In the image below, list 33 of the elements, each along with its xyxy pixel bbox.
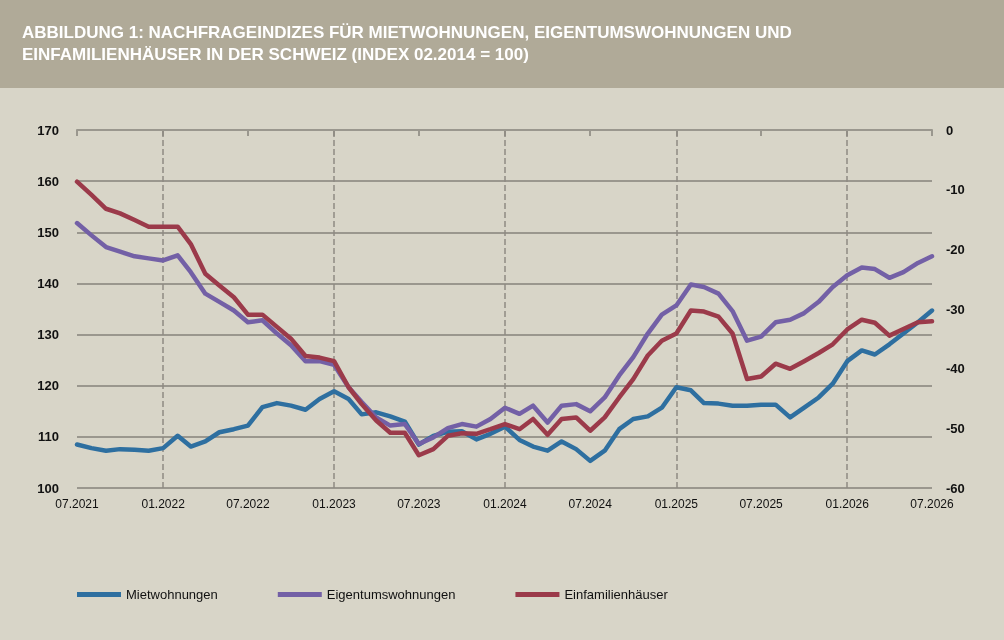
line-series (74, 308, 935, 464)
y2-tick-label: -10 (946, 182, 965, 198)
x-tick-label: 07.2025 (739, 497, 784, 511)
x-tick-label: 07.2023 (397, 497, 441, 511)
y2-tick-label: -30 (946, 301, 965, 317)
y-tick-label: 130 (37, 327, 59, 343)
legend-label: Mietwohnungen (126, 587, 218, 602)
y2-tick-label: -20 (946, 241, 965, 257)
x-tick-label: 01.2026 (825, 497, 870, 511)
y-tick-label: 100 (37, 480, 59, 496)
y2-tick-label: -60 (946, 480, 965, 496)
x-tick-label: 07.2024 (568, 497, 613, 511)
y-tick-label: 160 (37, 173, 59, 189)
x-tick-label: 07.2026 (910, 497, 955, 511)
y-tick-label: 150 (37, 224, 59, 240)
line-series (74, 179, 935, 458)
legend-label: Einfamilienhäuser (564, 587, 669, 602)
x-tick-label: 01.2023 (312, 497, 357, 511)
x-tick-label: 07.2022 (226, 497, 270, 511)
y2-tick-label: -50 (946, 420, 965, 436)
y2-tick-label: -40 (946, 361, 965, 377)
y-tick-label: 140 (37, 275, 59, 291)
x-tick-label: 07.2021 (55, 497, 100, 511)
y-tick-label: 170 (37, 122, 59, 138)
line-series (74, 220, 935, 447)
x-tick-label: 01.2024 (483, 497, 527, 511)
legend-label: Eigentumswohnungen (326, 587, 456, 602)
y2-tick-label: 0 (946, 122, 954, 138)
y-tick-label: 110 (38, 429, 59, 445)
x-tick-label: 01.2025 (654, 497, 699, 511)
x-tick-label: 01.2022 (141, 497, 186, 511)
chart-title: ABBILDUNG 1: NACHFRAGEINDIZES FÜR MIETWOHNUNGEN, EIGENTUMSWOHNUNGEN UND EINFAMILIENHÄUSER IN DER SCHWEIZ (INDEX 02.2014 = 100) (22, 22, 793, 66)
y-tick-label: 120 (37, 378, 59, 394)
